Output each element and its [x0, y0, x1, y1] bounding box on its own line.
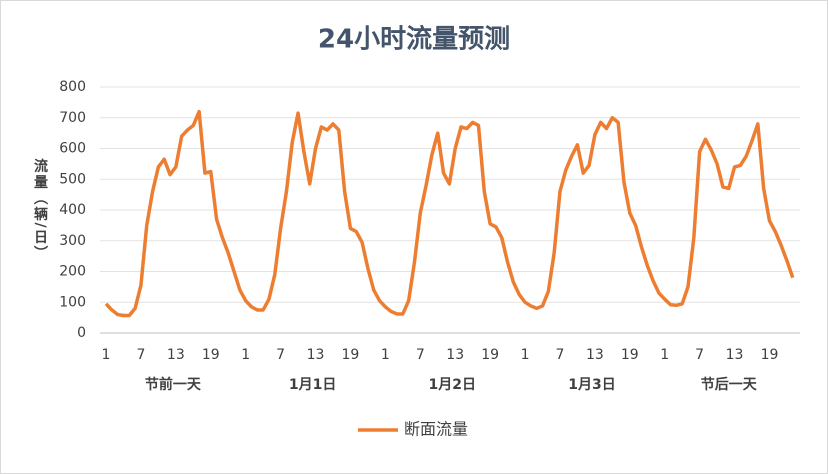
x-tick-label: 13	[726, 347, 744, 363]
x-tick-label: 7	[695, 347, 704, 363]
x-tick-label: 1	[102, 347, 111, 363]
x-tick-label: 7	[136, 347, 145, 363]
x-tick-label: 13	[167, 347, 185, 363]
x-tick-label: 19	[481, 347, 499, 363]
x-tick-label: 1	[241, 347, 250, 363]
y-tick-label: 600	[59, 141, 86, 157]
x-tick-label: 1	[381, 347, 390, 363]
x-tick-label: 19	[342, 347, 360, 363]
x-tick-label: 13	[446, 347, 464, 363]
x-tick-label: 7	[555, 347, 564, 363]
x-group-label: 节后一天	[701, 376, 758, 393]
y-tick-label: 0	[77, 325, 86, 341]
x-tick-label: 1	[660, 347, 669, 363]
x-group-label: 1月2日	[429, 377, 476, 393]
legend-label: 断面流量	[404, 420, 468, 439]
y-tick-label: 100	[59, 294, 86, 310]
x-tick-label: 7	[276, 347, 285, 363]
y-axis-label: 流量（辆/日）	[32, 158, 49, 262]
y-tick-label: 800	[59, 79, 86, 95]
y-tick-label: 200	[59, 264, 86, 280]
line-series	[104, 109, 795, 318]
x-tick-label: 1	[521, 347, 530, 363]
x-group-label: 1月3日	[568, 377, 615, 393]
chart-title: 24小时流量预测	[318, 25, 510, 55]
y-tick-label: 400	[59, 202, 86, 218]
x-tick-label: 7	[416, 347, 425, 363]
y-tick-label: 300	[59, 233, 86, 249]
x-tick-label: 13	[307, 347, 325, 363]
x-tick-label: 19	[761, 347, 779, 363]
x-tick-label: 19	[621, 347, 639, 363]
x-group-label: 节前一天	[145, 376, 202, 393]
x-tick-label: 19	[202, 347, 220, 363]
y-tick-label: 500	[59, 171, 86, 187]
x-group-label: 1月1日	[289, 377, 336, 393]
y-tick-label: 700	[59, 110, 86, 126]
x-tick-label: 13	[586, 347, 604, 363]
